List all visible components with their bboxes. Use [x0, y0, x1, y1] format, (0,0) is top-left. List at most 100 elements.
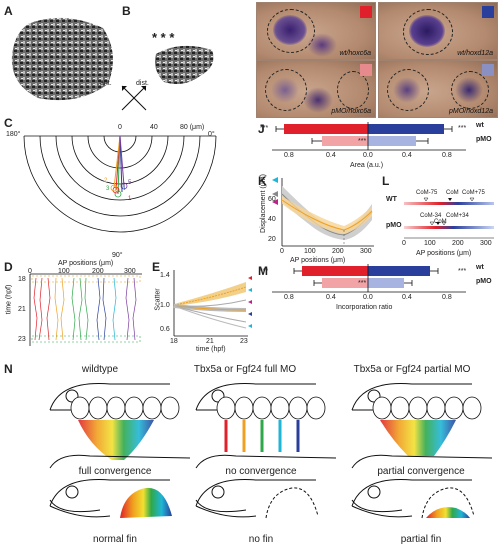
k-xtick-300: 300 [360, 248, 372, 255]
polar-180-label: 180° [6, 131, 21, 138]
m-pmo-label: pMO [476, 278, 492, 285]
m-tick-1: 0.8 [284, 294, 294, 301]
m-tick-4: 0.4 [402, 294, 412, 301]
n-title-wildtype: wildtype [81, 364, 119, 375]
ant-label: ant. [100, 80, 112, 87]
panel-label-d: D [4, 260, 13, 274]
l-wt-mark-3: CoM+75 [462, 190, 485, 196]
j-wt-label: wt [476, 122, 484, 129]
n-title-full-mo: Tbx5a or Fgf24 full MO [193, 364, 297, 375]
n-title-partial-mo: Tbx5a or Fgf24 partial MO [353, 364, 471, 375]
m-stars-left: *** [260, 268, 269, 275]
photo-g: wt/hoxd12a [378, 2, 498, 60]
panel-label-a: A [4, 4, 13, 18]
l-pmo-mark-3: CoM [434, 219, 447, 225]
polar-tick-40: 40 [150, 124, 158, 131]
polar-num-3: 3 [106, 186, 110, 192]
polar-tick-80: 80 (μm) [180, 124, 205, 131]
panel-j-bars [272, 122, 466, 151]
polar-0-label: 0° [208, 131, 215, 138]
photo-i: pMO/hoxd12a [378, 60, 498, 118]
asterisk-marks: * * * [152, 30, 175, 45]
j-tick-2: 0.4 [326, 152, 336, 159]
panel-b-image [155, 45, 214, 84]
panel-d-tracks [29, 273, 142, 346]
k-ytick-60: 60 [268, 196, 276, 203]
polar-num-5: 5 [128, 180, 132, 186]
swatch-f [360, 6, 372, 18]
j-stars-mid: *** [358, 138, 367, 145]
panel-c-polar-plot [23, 135, 217, 233]
panel-label-b: B [122, 4, 131, 18]
k-ytick-40: 40 [268, 216, 276, 223]
m-tick-2: 0.4 [326, 294, 336, 301]
j-pmo-label: pMO [476, 136, 492, 143]
j-tick-3: 0.0 [363, 152, 373, 159]
caption-g: wt/hoxd12a [457, 50, 493, 57]
d-xtick-300: 300 [124, 268, 136, 275]
l-pmo-label: pMO [386, 222, 402, 229]
panel-a-image [11, 17, 113, 101]
polar-num-4: 4 [122, 186, 126, 192]
e-ytick-06: 0.6 [160, 326, 170, 333]
photo-h: pMO/hoxc6a [256, 60, 376, 118]
e-xtick-21: 21 [206, 338, 214, 345]
panel-e-scatter-plot [173, 270, 252, 337]
e-xtick-23: 23 [240, 338, 248, 345]
polar-tick-0: 0 [118, 124, 122, 131]
l-wt-mark-1: CoM-75 [416, 190, 438, 196]
e-xlabel: time (hpf) [196, 346, 226, 353]
e-xtick-18: 18 [170, 338, 178, 345]
m-wt-label: wt [476, 264, 484, 271]
panel-m-bars [272, 264, 466, 293]
m-stars-right: *** [458, 268, 467, 275]
panel-k-plot [281, 178, 374, 247]
l-xlabel: AP positions (μm) [416, 250, 472, 257]
caption-f: wt/hoxc6a [339, 50, 371, 57]
l-xtick-100: 100 [424, 240, 436, 247]
l-wt-mark-2: CoM [446, 190, 459, 196]
panel-n-schematics [49, 383, 493, 519]
k-xtick-200: 200 [332, 248, 344, 255]
j-tick-1: 0.8 [284, 152, 294, 159]
j-stars-left: *** [260, 125, 269, 132]
n-partial-fin: partial fin [400, 534, 442, 545]
orientation-arrows [121, 85, 147, 111]
j-tick-4: 0.4 [402, 152, 412, 159]
d-xtick-0: 0 [28, 268, 32, 275]
polar-num-1: 1 [128, 196, 132, 202]
swatch-h [360, 64, 372, 76]
swatch-g [482, 6, 494, 18]
panel-label-e: E [152, 260, 161, 274]
panel-label-n: N [4, 362, 13, 376]
k-xlabel: AP positions (μm) [290, 257, 346, 264]
e-ytick-10: 1.0 [160, 302, 170, 309]
d-xtick-100: 100 [58, 268, 70, 275]
d-ylabel: time (hpf) [5, 284, 13, 315]
j-tick-5: 0.8 [442, 152, 452, 159]
n-no-convergence: no convergence [225, 466, 297, 477]
m-tick-3: 0.0 [363, 294, 373, 301]
panel-label-j: J [258, 122, 265, 136]
l-xtick-300: 300 [480, 240, 492, 247]
j-stars-right: *** [458, 125, 467, 132]
k-markers [272, 177, 278, 205]
k-xtick-0: 0 [280, 248, 284, 255]
caption-i: pMO/hoxd12a [449, 108, 493, 115]
n-full-convergence: full convergence [78, 466, 152, 477]
l-xtick-0: 0 [402, 240, 406, 247]
m-stars-mid: *** [358, 280, 367, 287]
d-xlabel: AP positions (μm) [58, 260, 114, 267]
panel-l-bars [404, 197, 494, 239]
d-ytick-18: 18 [18, 276, 26, 283]
panel-label-c: C [4, 116, 13, 130]
panel-label-k: K [258, 174, 267, 188]
n-partial-convergence: partial convergence [377, 466, 465, 477]
k-xtick-100: 100 [304, 248, 316, 255]
l-pmo-mark-1: CoM-34 [420, 213, 442, 219]
l-xtick-200: 200 [452, 240, 464, 247]
l-wt-label: WT [386, 196, 397, 203]
d-xtick-200: 200 [92, 268, 104, 275]
caption-h: pMO/hoxc6a [331, 108, 371, 115]
polar-num-2: 2 [104, 178, 108, 184]
